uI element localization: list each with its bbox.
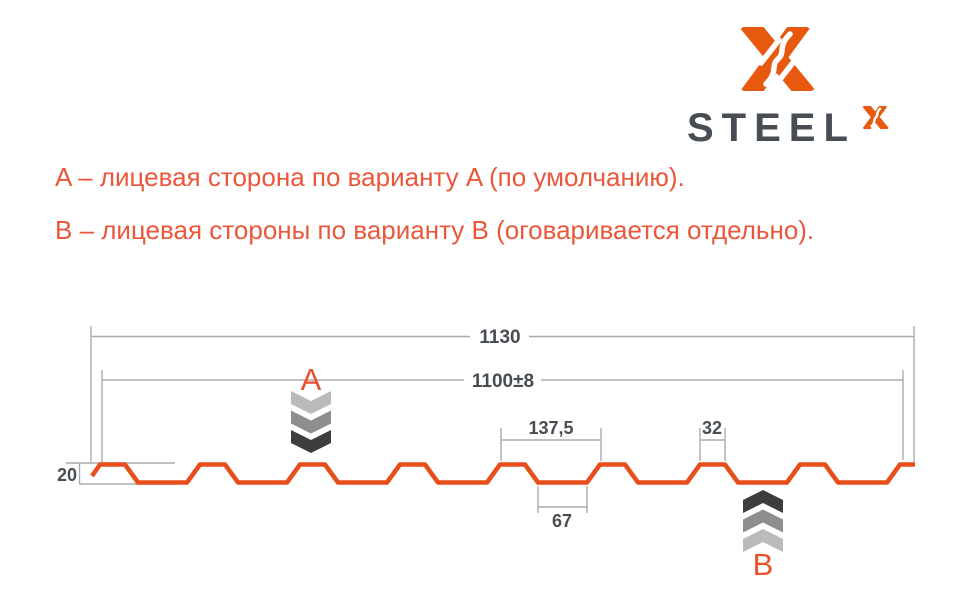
- logo-se-gap: [778, 52, 802, 81]
- profile-drawing: 1130 1100±8 137,5 32: [57, 326, 915, 582]
- side-a-marker: A: [291, 362, 331, 453]
- side-a-label: A: [301, 362, 322, 397]
- profile-outline: [90, 462, 915, 485]
- dim-valley-label: 67: [552, 511, 572, 531]
- dim-height-label: 20: [57, 465, 77, 485]
- logo-s-cut: [763, 31, 793, 87]
- side-b-marker: B: [743, 490, 783, 582]
- dim-rib-pitch: 137,5: [500, 418, 602, 461]
- chevron-up-icon: [743, 490, 783, 552]
- dim-cover-width: 1100±8: [101, 370, 904, 462]
- dim-rib-pitch-label: 137,5: [528, 418, 573, 438]
- dim-cover-width-label: 1100±8: [472, 371, 534, 392]
- side-b-label: B: [753, 547, 774, 582]
- note-variant-a: A – лицевая сторона по варианту A (по ум…: [55, 162, 685, 192]
- dim-valley: 67: [537, 486, 588, 531]
- logo-superscript-x-icon: [862, 106, 889, 129]
- dim-rib-top: 32: [699, 418, 726, 461]
- note-variant-b: B – лицевая стороны по варианту B (огова…: [55, 215, 815, 245]
- steelx-logo-icon: [740, 27, 815, 91]
- logo-nw-gap: [758, 37, 782, 66]
- chevron-down-icon: [291, 391, 331, 453]
- dim-overall-width: 1130: [90, 326, 915, 462]
- dim-overall-width-label: 1130: [479, 327, 520, 348]
- dim-rib-top-label: 32: [702, 418, 722, 438]
- logo-wordmark: STEEL: [687, 106, 856, 150]
